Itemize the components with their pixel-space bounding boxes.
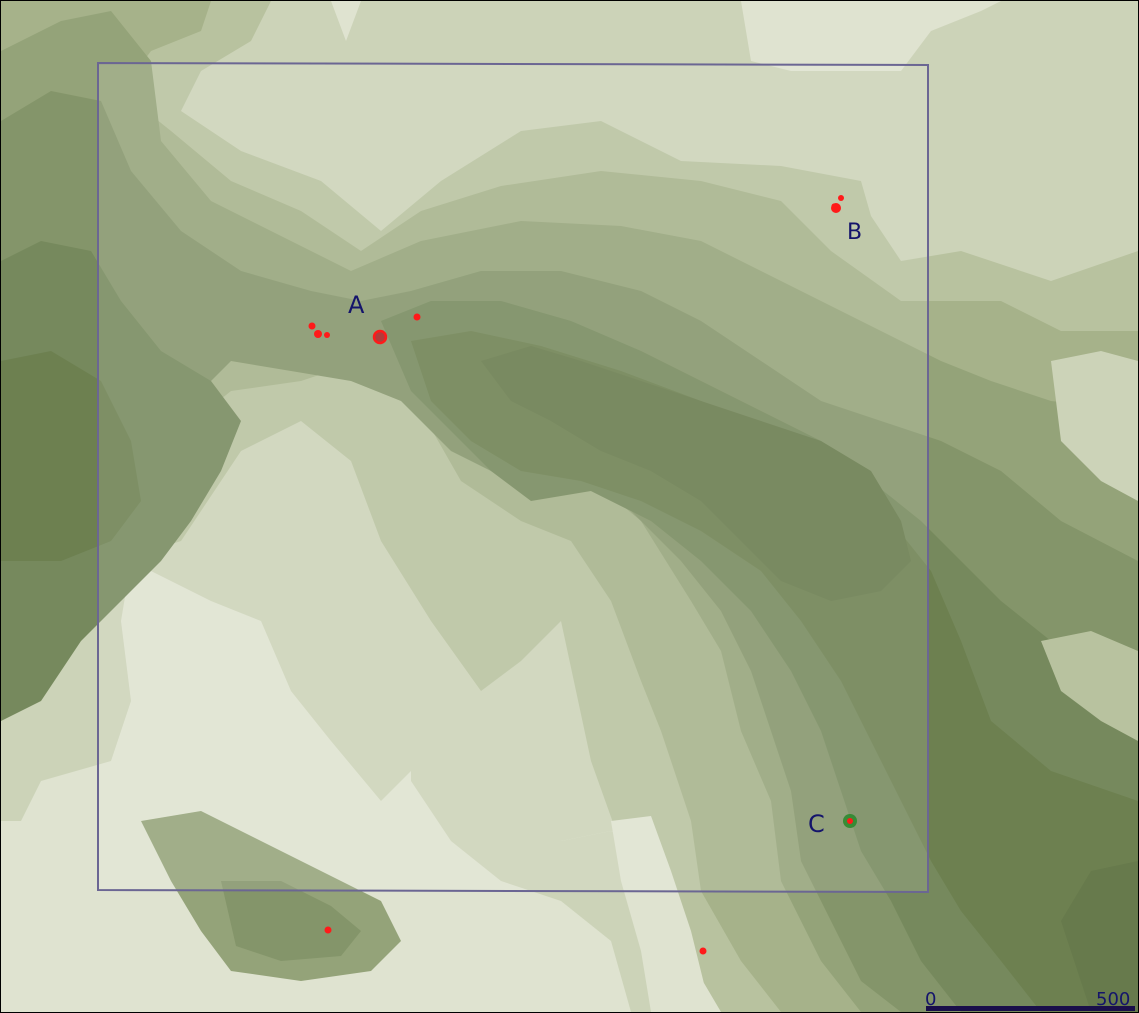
- contour-pocket-east: [1051, 351, 1138, 501]
- red-point[interactable]: [838, 195, 844, 201]
- contour-valley-south-inner: [611, 816, 711, 1012]
- red-point[interactable]: [699, 947, 707, 955]
- scale-bar-start-label: 0: [925, 989, 936, 1010]
- point-features: [308, 195, 853, 955]
- site-label-b: B: [847, 220, 862, 245]
- site-label-c: C: [808, 810, 825, 838]
- scale-bar: 0 500: [925, 989, 1135, 1011]
- contour-level-8: [481, 346, 1138, 1012]
- red-point[interactable]: [831, 203, 837, 209]
- red-point[interactable]: [413, 313, 421, 321]
- scale-bar-end-label: 500: [1096, 989, 1130, 1010]
- study-area-frame: [97, 61, 929, 894]
- red-point[interactable]: [308, 322, 316, 330]
- red-point[interactable]: [324, 332, 330, 338]
- contour-valley-south: [411, 691, 701, 1012]
- scale-bar-line: [926, 1006, 1135, 1011]
- ring-marker[interactable]: [372, 329, 388, 345]
- red-point[interactable]: [314, 330, 322, 338]
- red-point[interactable]: [324, 926, 332, 934]
- contour-pocket-southwest-inner: [221, 881, 361, 961]
- contour-pocket-east-2: [1041, 631, 1138, 741]
- site-label-a: A: [348, 291, 365, 319]
- green-marker-center: [847, 818, 853, 824]
